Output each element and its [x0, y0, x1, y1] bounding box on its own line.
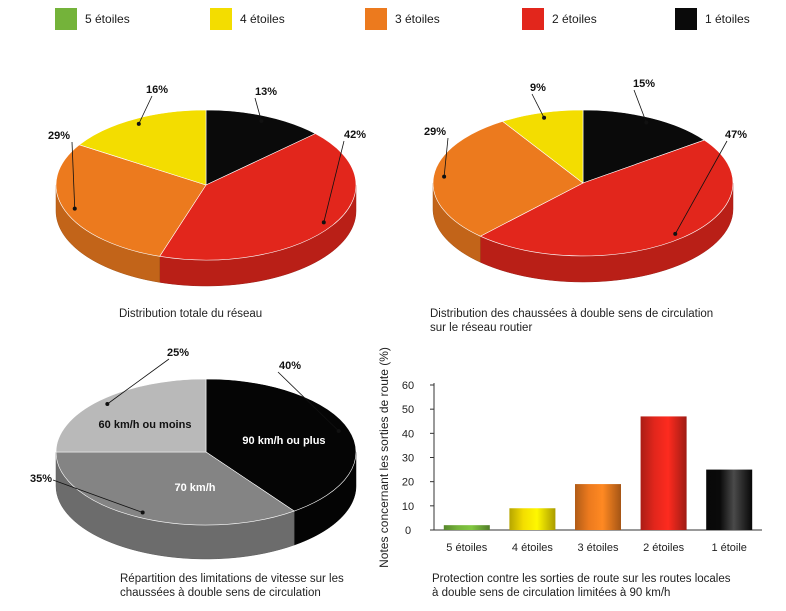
- y-tick-label: 0: [405, 525, 411, 537]
- legend-label: 4 étoiles: [240, 12, 285, 26]
- pie-leader-dot: [542, 115, 547, 120]
- caption-bar: Protection contre les sorties de route s…: [432, 572, 731, 600]
- caption-pie2-line1: Distribution des chaussées à double sens…: [430, 308, 714, 320]
- caption-bar-line1: Protection contre les sorties de route s…: [432, 573, 731, 585]
- pie-percent-label: 40%: [279, 360, 301, 372]
- pie-percent-label: 42%: [344, 129, 366, 141]
- caption-pie3: Répartition des limitations de vitesse s…: [120, 572, 344, 600]
- caption-pie2-line2: sur le réseau routier: [430, 322, 533, 334]
- caption-bar-line2: à double sens de circulation limitées à …: [432, 587, 671, 599]
- pie-slice-90-km-h-ou-plus: [205, 378, 357, 512]
- pie-slice-3-etoiles: [432, 121, 584, 237]
- bar-5-etoiles: [443, 525, 490, 530]
- pie-leader-dot: [673, 231, 678, 236]
- pie-category-label: 60 km/h ou moins: [99, 419, 192, 431]
- legend-swatch: [522, 8, 544, 30]
- bar-2-etoiles: [640, 416, 687, 530]
- y-axis-label: Notes concernant les sorties de route (%…: [377, 347, 391, 568]
- pie-leader-dot: [136, 121, 141, 126]
- pie-leader-dot: [140, 510, 145, 515]
- x-tick-label: 1 étoile: [711, 542, 746, 554]
- y-tick-label: 10: [402, 501, 414, 513]
- y-tick-label: 50: [402, 404, 414, 416]
- legend-swatch: [210, 8, 232, 30]
- legend-swatch: [365, 8, 387, 30]
- pie-leader-dot: [72, 206, 77, 211]
- pie-leader-line: [323, 140, 345, 223]
- pie-percent-label: 25%: [167, 347, 189, 359]
- pie-percent-label: 29%: [424, 126, 446, 138]
- legend-swatch: [55, 8, 77, 30]
- pie-leader-dot: [321, 220, 326, 225]
- x-tick-label: 5 étoiles: [446, 542, 487, 554]
- pie-percent-label: 9%: [530, 82, 546, 94]
- pie-leader-line: [531, 93, 545, 118]
- caption-pie2: Distribution des chaussées à double sens…: [430, 307, 713, 335]
- pie-leader-line: [52, 479, 143, 513]
- pie-leader-dot: [336, 429, 341, 434]
- caption-pie1: Distribution totale du réseau: [119, 307, 262, 321]
- y-tick-label: 60: [402, 380, 414, 392]
- pie-leader-dot: [644, 120, 649, 125]
- pie-percent-label: 35%: [30, 473, 52, 485]
- caption-pie3-line1: Répartition des limitations de vitesse s…: [120, 573, 344, 585]
- pie-leader-line: [277, 371, 339, 432]
- x-tick-label: 2 étoiles: [643, 542, 684, 554]
- pie-percent-label: 47%: [725, 129, 747, 141]
- pie-leader-line: [443, 137, 449, 177]
- bar-3-etoiles: [575, 484, 621, 530]
- x-tick-label: 3 étoiles: [578, 542, 619, 554]
- pie-leader-dot: [105, 401, 110, 406]
- pie-slice-2-etoiles: [159, 133, 357, 261]
- pie-percent-label: 16%: [146, 84, 168, 96]
- y-tick-label: 30: [402, 453, 414, 465]
- y-tick-label: 40: [402, 428, 414, 440]
- pie-leader-line: [254, 97, 262, 122]
- pie-leader-dot: [259, 118, 264, 123]
- pie-category-label: 70 km/h: [175, 482, 216, 494]
- bar-4-etoiles: [509, 508, 556, 530]
- legend-label: 3 étoiles: [395, 12, 440, 26]
- pie-slice-3-etoiles: [55, 144, 207, 257]
- caption-pie3-line2: chaussées à double sens de circulation: [120, 587, 321, 599]
- legend-swatch: [675, 8, 697, 30]
- legend-label: 2 étoiles: [552, 12, 597, 26]
- pie-leader-line: [633, 89, 647, 123]
- pie-leader-line: [71, 141, 76, 209]
- legend-label: 1 étoiles: [705, 12, 750, 26]
- caption-pie1-line1: Distribution totale du réseau: [119, 308, 263, 320]
- pie-leader-line: [107, 358, 170, 405]
- x-tick-label: 4 étoiles: [512, 542, 553, 554]
- bar-1-etoile: [706, 469, 753, 530]
- pie-percent-label: 29%: [48, 130, 70, 142]
- pie-leader-line: [674, 140, 728, 235]
- pie-leader-line: [138, 95, 153, 125]
- pie-slice-1-etoiles: [205, 109, 317, 186]
- pie-slice-4-etoiles: [78, 109, 207, 186]
- pie-percent-label: 13%: [255, 86, 277, 98]
- y-tick-label: 20: [402, 477, 414, 489]
- pie-leader-dot: [442, 174, 447, 179]
- pie-percent-label: 15%: [633, 78, 655, 90]
- pie-slice-2-etoiles: [479, 139, 734, 257]
- pie-slice-1-etoiles: [582, 109, 706, 184]
- pie-slice-60-km-h-ou-moins: [55, 378, 207, 453]
- pie-slice-70-km-h: [55, 451, 295, 526]
- legend-label: 5 étoiles: [85, 12, 130, 26]
- pie-category-label: 90 km/h ou plus: [242, 435, 325, 447]
